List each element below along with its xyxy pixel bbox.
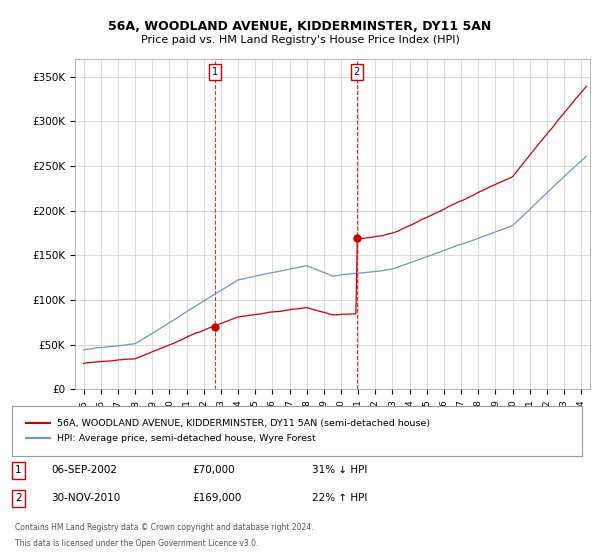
Text: This data is licensed under the Open Government Licence v3.0.: This data is licensed under the Open Gov…	[15, 539, 259, 548]
Text: 1: 1	[212, 67, 218, 77]
Text: £70,000: £70,000	[192, 465, 235, 475]
Text: 22% ↑ HPI: 22% ↑ HPI	[312, 493, 367, 503]
Text: 06-SEP-2002: 06-SEP-2002	[51, 465, 117, 475]
Text: Contains HM Land Registry data © Crown copyright and database right 2024.: Contains HM Land Registry data © Crown c…	[15, 523, 314, 532]
Text: 1: 1	[15, 465, 22, 475]
Text: £169,000: £169,000	[192, 493, 241, 503]
Text: 2: 2	[353, 67, 360, 77]
Text: Price paid vs. HM Land Registry's House Price Index (HPI): Price paid vs. HM Land Registry's House …	[140, 35, 460, 45]
Text: 30-NOV-2010: 30-NOV-2010	[51, 493, 120, 503]
Legend: 56A, WOODLAND AVENUE, KIDDERMINSTER, DY11 5AN (semi-detached house), HPI: Averag: 56A, WOODLAND AVENUE, KIDDERMINSTER, DY1…	[22, 416, 434, 447]
Text: 31% ↓ HPI: 31% ↓ HPI	[312, 465, 367, 475]
Text: 2: 2	[15, 493, 22, 503]
Text: 56A, WOODLAND AVENUE, KIDDERMINSTER, DY11 5AN: 56A, WOODLAND AVENUE, KIDDERMINSTER, DY1…	[109, 20, 491, 32]
